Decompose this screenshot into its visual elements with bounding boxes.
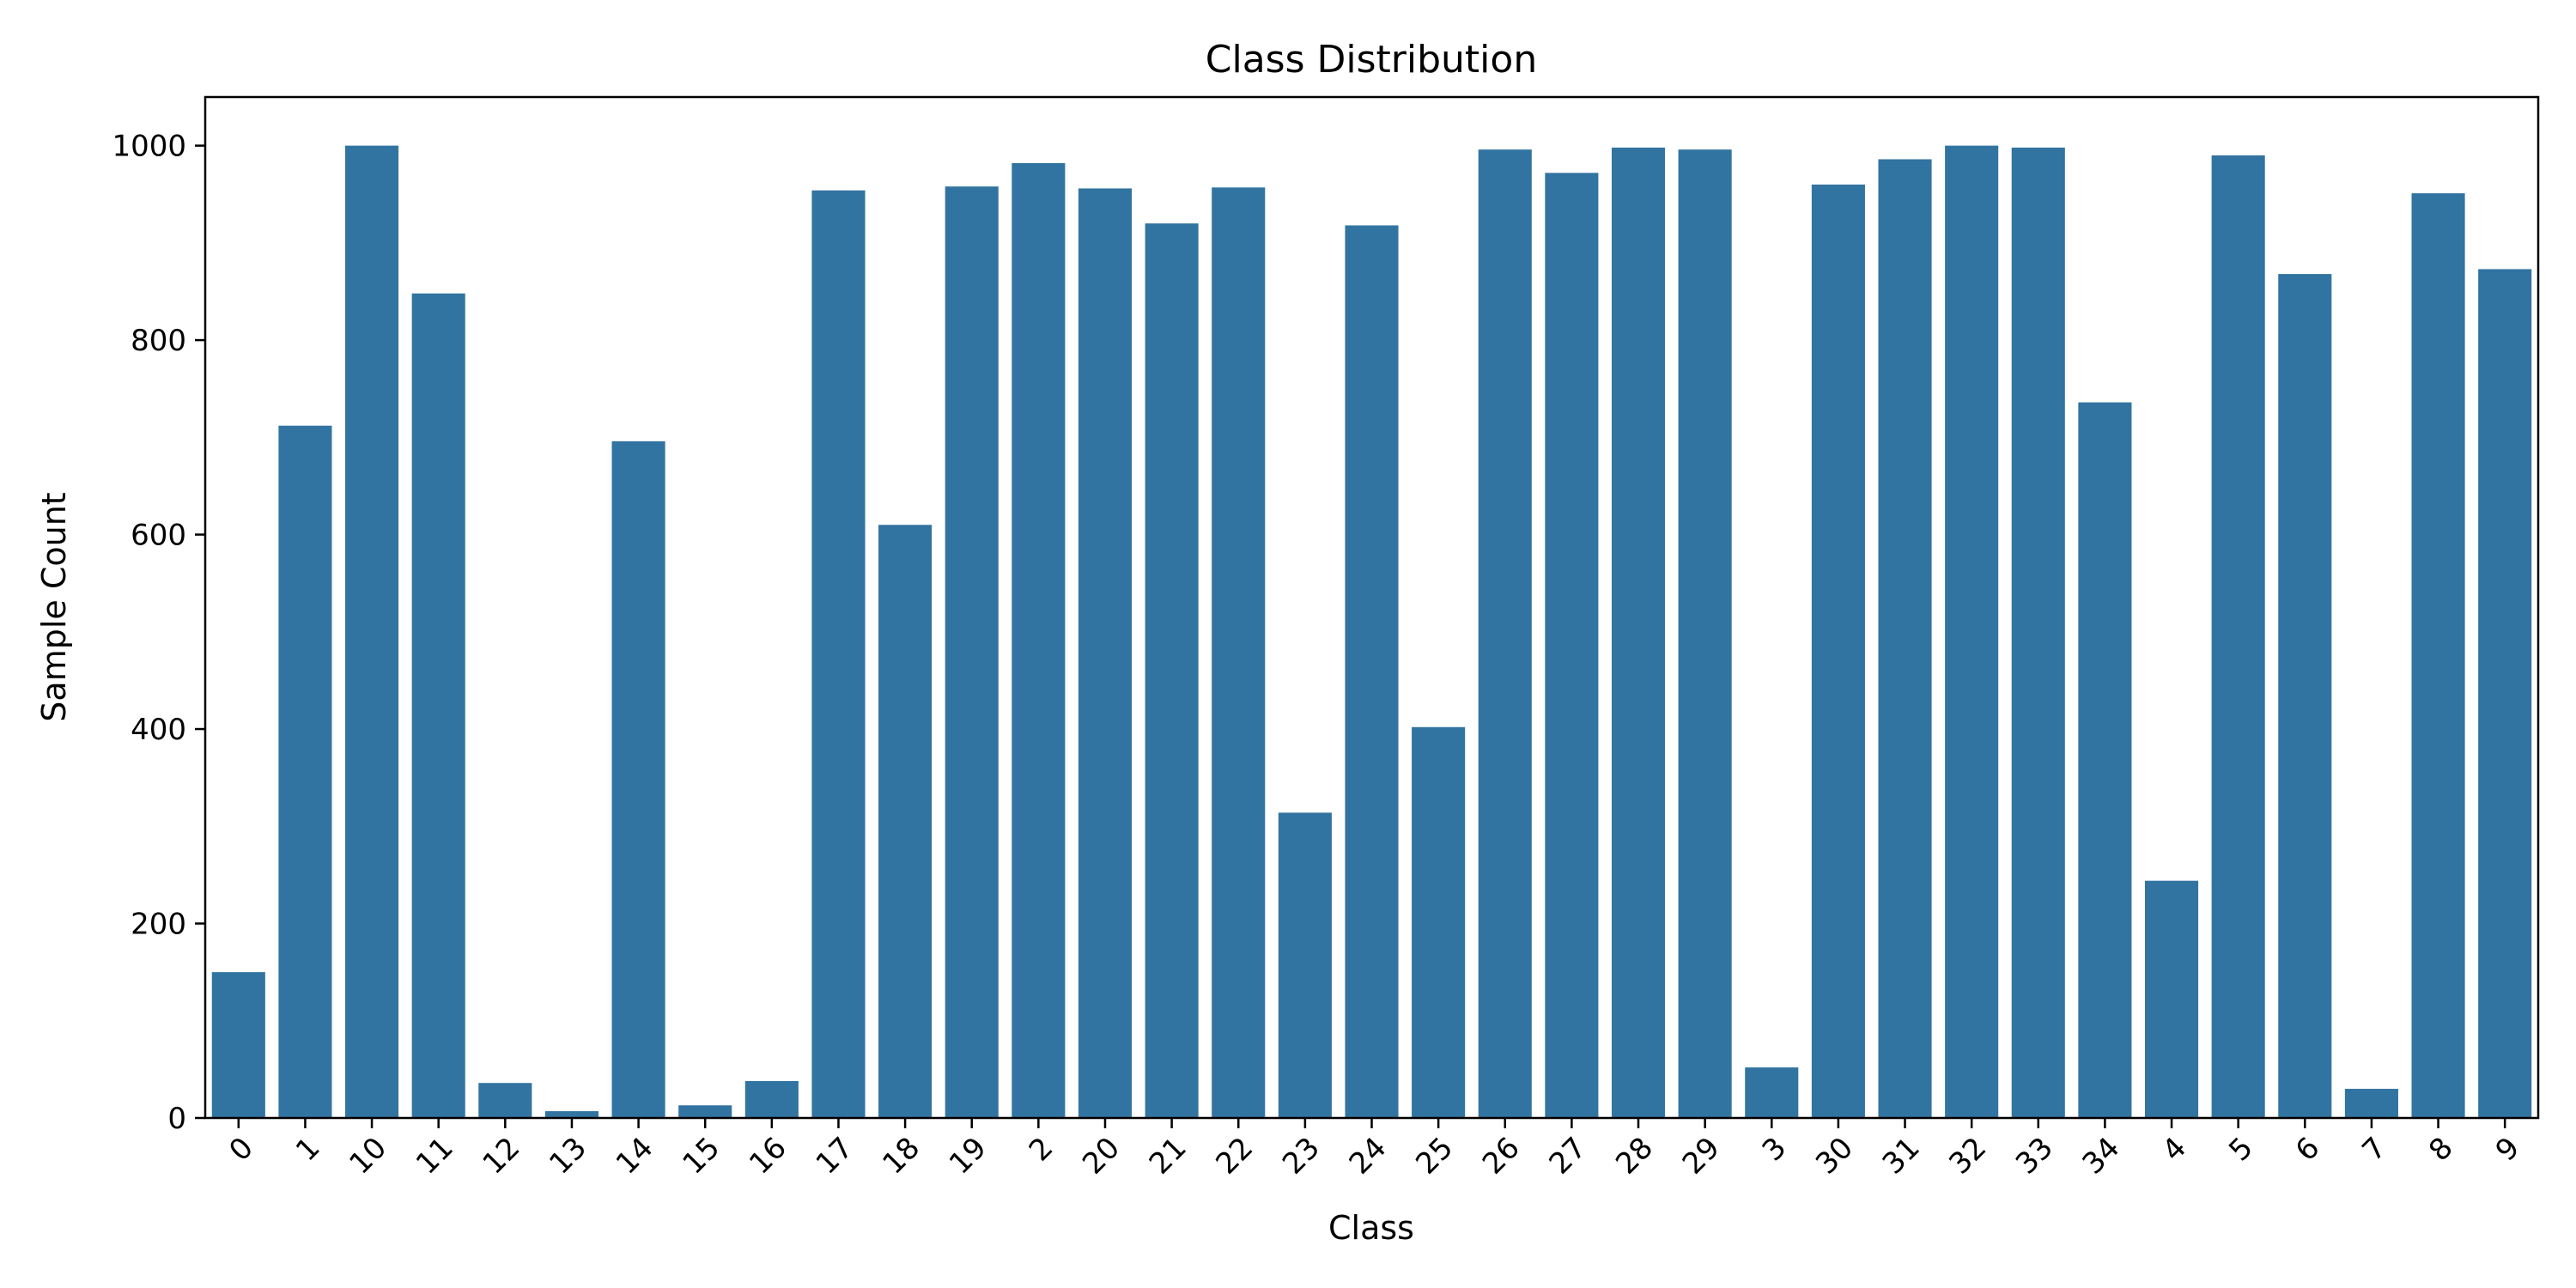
x-tick-label: 23 [1276,1131,1327,1182]
bar-class-16 [744,1080,799,1118]
y-tick-label: 1000 [112,130,186,164]
y-tick-label: 600 [131,519,186,553]
x-tick-label: 25 [1409,1131,1460,1182]
bar-class-29 [1678,149,1732,1118]
bar-class-30 [1811,184,1865,1118]
x-tick-label: 28 [1609,1131,1660,1182]
bar-class-22 [1212,187,1266,1118]
x-tick-label: 0 [222,1131,260,1169]
x-tick-label: 24 [1343,1131,1394,1182]
y-tick-label: 0 [167,1102,186,1136]
bars [211,145,2532,1119]
bar-class-9 [2478,269,2532,1118]
x-tick-label: 32 [1942,1131,1993,1182]
x-tick-label: 10 [343,1131,393,1182]
bar-class-13 [544,1111,599,1118]
bar-class-8 [2411,193,2465,1119]
bar-class-20 [1078,188,1133,1119]
chart-title: Class Distribution [1206,38,1537,82]
bar-class-26 [1478,149,1532,1118]
bar-class-14 [611,440,665,1118]
bar-class-10 [345,145,399,1118]
x-tick-label: 29 [1676,1131,1727,1182]
x-tick-label: 4 [2156,1131,2194,1169]
x-tick-label: 15 [676,1131,726,1182]
bar-class-25 [1412,726,1466,1118]
bar-class-5 [2211,155,2265,1119]
x-tick-label: 16 [743,1131,793,1182]
bar-class-4 [2144,880,2199,1118]
bar-class-33 [2011,147,2065,1118]
x-tick-label: 21 [1143,1131,1194,1182]
bar-class-12 [478,1083,532,1118]
bar-class-17 [811,190,866,1119]
x-tick-label: 14 [610,1131,660,1182]
x-tick-label: 2 [1023,1131,1060,1169]
y-tick-label: 200 [131,908,186,942]
x-tick-label: 30 [1809,1131,1860,1182]
x-tick-label: 33 [2009,1131,2060,1182]
x-tick-label: 27 [1543,1131,1594,1182]
x-tick-label: 22 [1209,1131,1260,1182]
x-tick-label: 12 [477,1131,527,1182]
y-axis: 0 200 400 600 800 1000 [112,130,205,1136]
x-tick-label: 20 [1076,1131,1127,1182]
x-tick-label: 13 [543,1131,593,1182]
x-tick-label: 19 [943,1131,993,1182]
bar-class-21 [1145,223,1199,1119]
x-tick-label: 11 [410,1131,460,1182]
bar-class-27 [1545,173,1599,1119]
bar-class-31 [1878,159,1932,1119]
y-tick-label: 800 [131,324,186,358]
bar-class-19 [945,186,999,1119]
bar-class-3 [1745,1067,1799,1118]
bar-class-0 [211,972,265,1118]
x-tick-label: 9 [2489,1131,2527,1169]
x-tick-label: 26 [1476,1131,1527,1182]
bar-class-15 [678,1105,732,1118]
bar-class-23 [1278,812,1332,1118]
bar-class-11 [411,293,465,1118]
x-tick-label: 3 [1756,1131,1794,1169]
bar-class-28 [1611,147,1666,1118]
bar-class-2 [1012,163,1066,1118]
x-tick-label: 17 [810,1131,860,1182]
x-tick-label: 5 [2222,1131,2260,1169]
x-tick-label: 1 [289,1131,327,1169]
x-tick-label: 7 [2355,1131,2393,1169]
bar-class-1 [278,425,332,1118]
x-axis: 0 1 10 11 12 13 14 15 16 17 18 19 2 20 21 22 23 24 25 26 27 2… [222,1118,2526,1182]
bar-class-24 [1345,225,1399,1119]
bar-class-32 [1945,145,1999,1118]
bar-class-34 [2078,402,2132,1118]
x-tick-label: 6 [2289,1131,2327,1169]
y-tick-label: 400 [131,713,186,747]
x-tick-label: 31 [1876,1131,1927,1182]
x-tick-label: 34 [2076,1131,2127,1182]
x-tick-label: 18 [876,1131,927,1182]
y-axis-label: Sample Count [35,492,73,721]
x-tick-label: 8 [2422,1131,2460,1169]
bar-class-7 [2344,1089,2398,1118]
bar-class-6 [2278,274,2332,1119]
bar-class-18 [878,525,933,1118]
x-axis-label: Class [1328,1209,1414,1247]
